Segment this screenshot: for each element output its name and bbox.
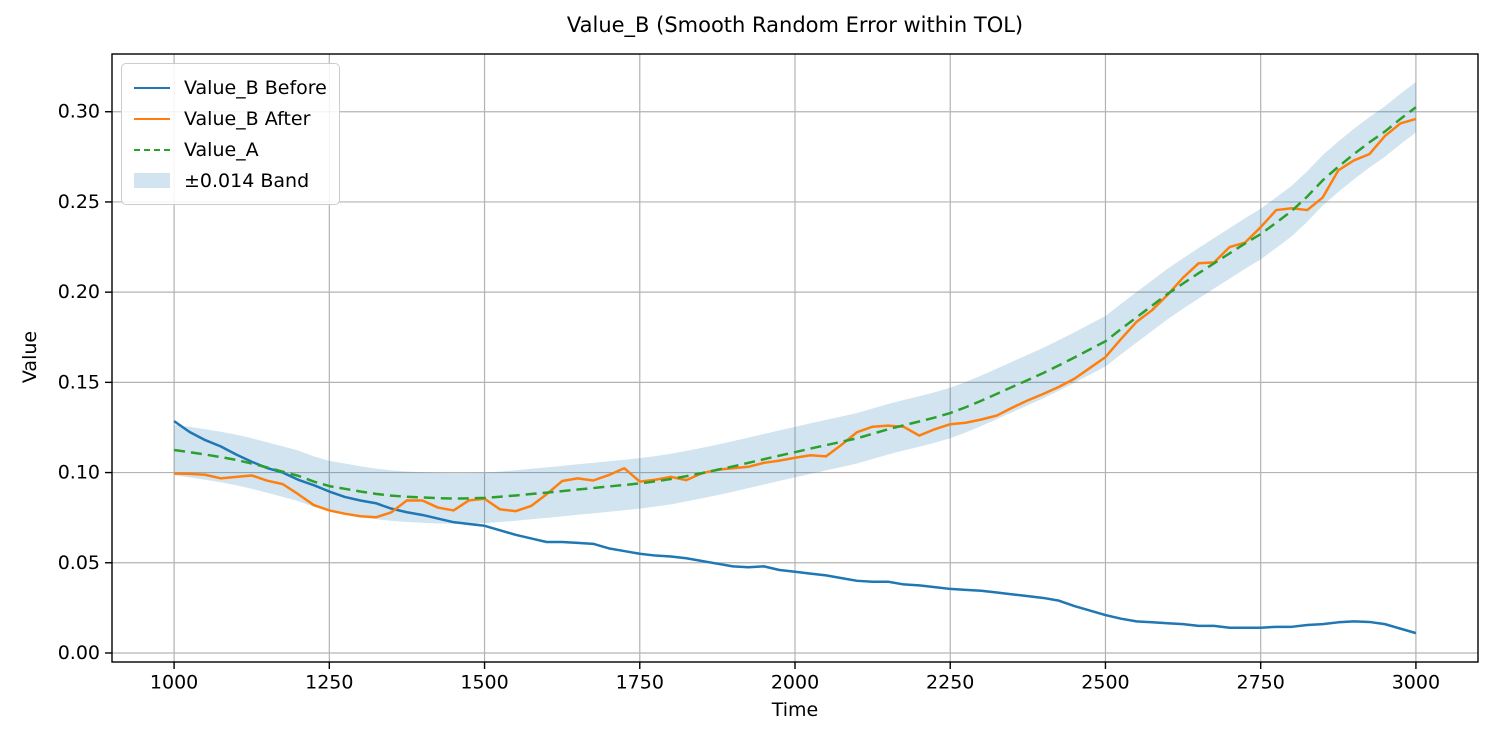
series-line-value-b-before: [173, 420, 1417, 635]
chart-title: Value_B (Smooth Random Error within TOL): [566, 13, 1024, 37]
orange-line-swatch-icon: [134, 117, 170, 120]
y-tick-label: 0.10: [58, 462, 100, 484]
series-line-value-a: [173, 106, 1417, 500]
x-tick-label: 1750: [616, 672, 664, 694]
x-tick-label: 2250: [926, 672, 974, 694]
legend: Value_B Before Value_B After Value_A ±0.…: [121, 63, 340, 205]
y-axis-label: Value: [19, 330, 41, 384]
legend-label: Value_B After: [184, 107, 311, 130]
x-tick-label: 1250: [305, 672, 353, 694]
legend-item-value-b-after: Value_B After: [134, 103, 327, 134]
legend-label: ±0.014 Band: [184, 169, 310, 192]
green-dashed-swatch-icon: [134, 148, 170, 151]
legend-item-band: ±0.014 Band: [134, 165, 327, 196]
y-tick-label: 0.05: [58, 552, 100, 574]
blue-line-swatch-icon: [134, 86, 170, 89]
x-tick-label: 3000: [1392, 672, 1440, 694]
x-tick-label: 2750: [1237, 672, 1285, 694]
y-tick-label: 0.30: [58, 101, 100, 123]
legend-item-value-b-before: Value_B Before: [134, 72, 327, 103]
band-swatch-icon: [134, 173, 170, 188]
y-tick-label: 0.00: [58, 642, 100, 664]
x-tick-label: 1000: [150, 672, 198, 694]
x-tick-label: 2000: [771, 672, 819, 694]
series-line-value-b-after: [174, 117, 1417, 519]
y-tick-label: 0.15: [58, 371, 100, 393]
y-tick-label: 0.25: [58, 191, 100, 213]
x-tick-label: 1500: [460, 672, 508, 694]
legend-label: Value_A: [184, 138, 259, 161]
y-tick-label: 0.20: [58, 281, 100, 303]
legend-label: Value_B Before: [184, 76, 327, 99]
x-tick-label: 2500: [1081, 672, 1129, 694]
x-axis-label: Time: [771, 699, 819, 721]
legend-item-value-a: Value_A: [134, 134, 327, 165]
